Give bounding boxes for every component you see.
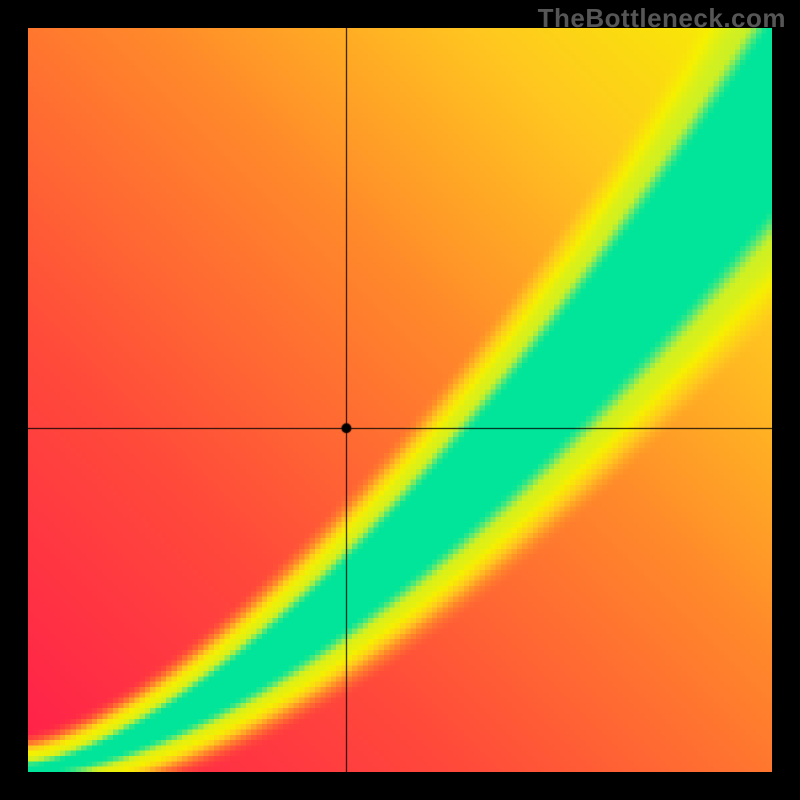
chart-container: TheBottleneck.com	[0, 0, 800, 800]
overlay-canvas	[28, 28, 772, 772]
watermark-text: TheBottleneck.com	[538, 3, 786, 34]
